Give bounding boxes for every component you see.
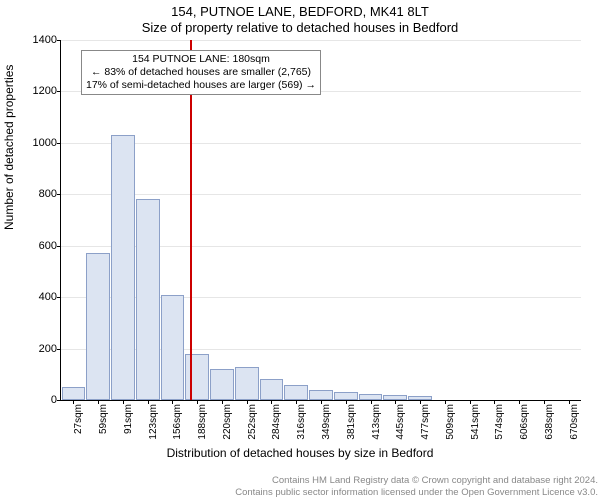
histogram-bar: [136, 199, 160, 400]
title-line-1: 154, PUTNOE LANE, BEDFORD, MK41 8LT: [0, 4, 600, 19]
histogram-bar: [86, 253, 110, 400]
histogram-bar: [161, 295, 185, 400]
gridline: [61, 194, 581, 195]
y-axis-label: Number of detached properties: [2, 65, 16, 230]
annotation-line-3: 17% of semi-detached houses are larger (…: [86, 79, 316, 92]
annotation-line-2: ← 83% of detached houses are smaller (2,…: [86, 66, 316, 79]
ytick-mark: [57, 349, 61, 350]
ytick-label: 1000: [17, 137, 57, 149]
footer-line-2: Contains public sector information licen…: [0, 487, 598, 498]
histogram-bar: [235, 367, 259, 400]
x-axis-label: Distribution of detached houses by size …: [0, 446, 600, 460]
histogram-bar: [334, 392, 358, 400]
title-line-2: Size of property relative to detached ho…: [0, 20, 600, 35]
ytick-mark: [57, 246, 61, 247]
histogram-bar: [309, 390, 333, 400]
ytick-mark: [57, 91, 61, 92]
ytick-mark: [57, 297, 61, 298]
ytick-label: 600: [17, 240, 57, 252]
plot-area: 020040060080010001200140027sqm59sqm91sqm…: [60, 40, 581, 401]
ytick-label: 1200: [17, 85, 57, 97]
gridline: [61, 40, 581, 41]
ytick-mark: [57, 143, 61, 144]
annotation-box: 154 PUTNOE LANE: 180sqm ← 83% of detache…: [81, 50, 321, 95]
histogram-bar: [210, 369, 234, 400]
footer-attribution: Contains HM Land Registry data © Crown c…: [0, 475, 600, 498]
gridline: [61, 143, 581, 144]
ytick-label: 200: [17, 343, 57, 355]
annotation-line-1: 154 PUTNOE LANE: 180sqm: [86, 53, 316, 66]
ytick-mark: [57, 40, 61, 41]
ytick-label: 800: [17, 188, 57, 200]
histogram-bar: [284, 385, 308, 400]
chart-container: 154, PUTNOE LANE, BEDFORD, MK41 8LT Size…: [0, 0, 600, 500]
histogram-bar: [111, 135, 135, 400]
ytick-mark: [57, 194, 61, 195]
ytick-label: 0: [17, 394, 57, 406]
histogram-bar: [62, 387, 86, 400]
histogram-bar: [260, 379, 284, 400]
ytick-label: 400: [17, 291, 57, 303]
ytick-mark: [57, 400, 61, 401]
footer-line-1: Contains HM Land Registry data © Crown c…: [0, 475, 598, 486]
ytick-label: 1400: [17, 34, 57, 46]
